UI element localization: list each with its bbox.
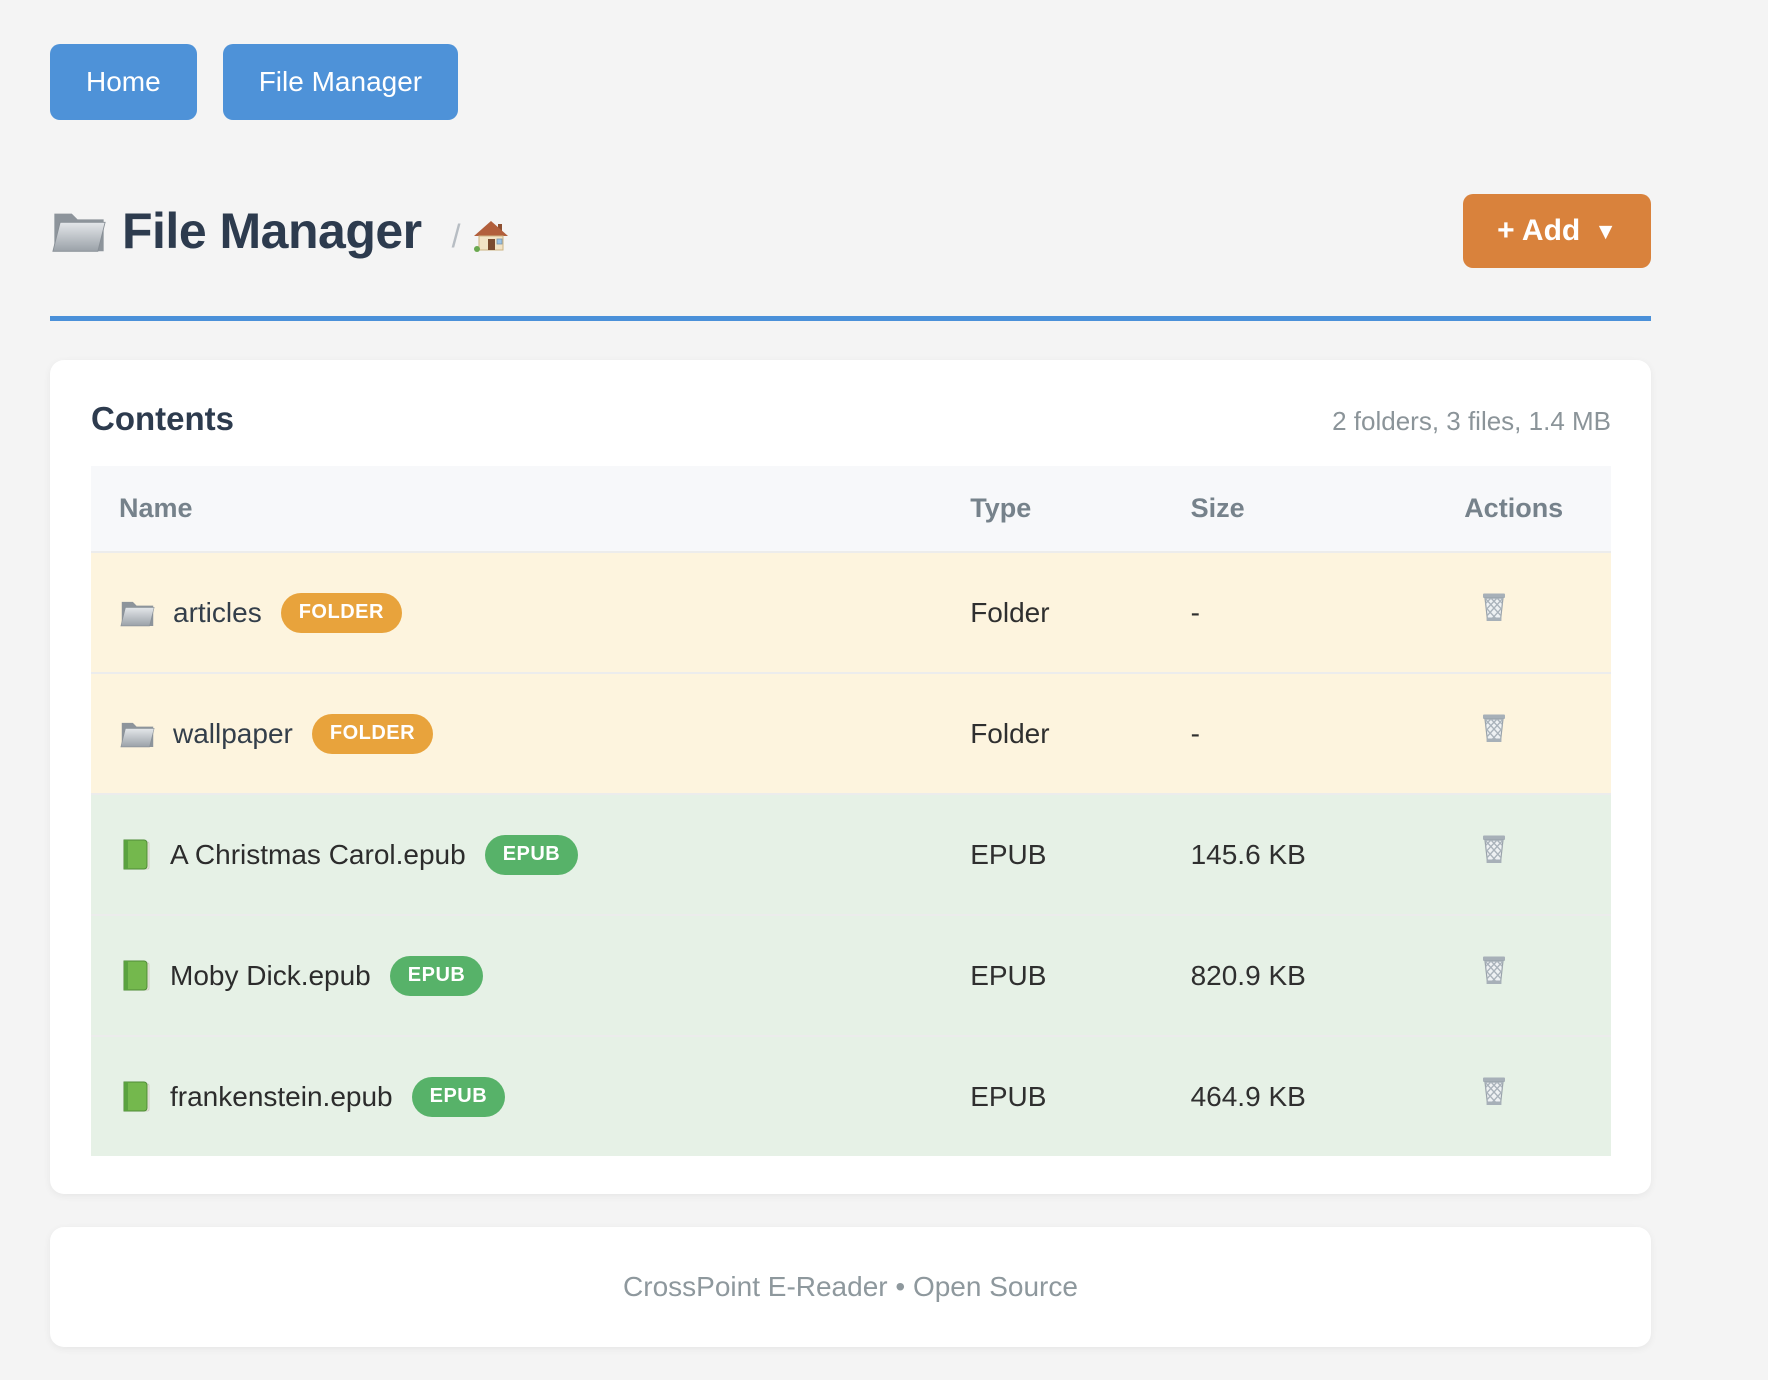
type-badge: EPUB <box>484 834 579 875</box>
trash-icon <box>1474 710 1514 750</box>
type-badge: FOLDER <box>280 592 402 633</box>
name-cell: wallpaper FOLDER <box>119 713 914 754</box>
size-cell: 464.9 KB <box>1190 1080 1306 1112</box>
trash-icon <box>1474 1073 1514 1113</box>
footer-text: CrossPoint E-Reader • Open Source <box>623 1271 1078 1302</box>
top-nav: Home File Manager <box>50 44 1651 120</box>
accent-divider <box>50 316 1651 321</box>
name-cell: articles FOLDER <box>119 592 914 633</box>
table-header-row: Name Type Size Actions <box>91 466 1611 552</box>
delete-button[interactable] <box>1474 1073 1514 1113</box>
type-badge: EPUB <box>389 955 484 996</box>
trash-icon <box>1474 952 1514 992</box>
column-header-actions: Actions <box>1436 466 1611 552</box>
size-cell: - <box>1190 596 1200 628</box>
delete-button[interactable] <box>1474 710 1514 750</box>
open-folder-icon <box>119 597 156 629</box>
column-header-size: Size <box>1162 466 1437 552</box>
file-name-link[interactable]: articles <box>173 596 262 628</box>
open-folder-icon <box>119 718 156 750</box>
name-cell: frankenstein.epub EPUB <box>119 1076 914 1117</box>
table-row: articles FOLDER Folder - <box>91 552 1611 673</box>
page-container: Home File Manager File Manager / <box>50 0 1651 1347</box>
type-cell: EPUB <box>970 838 1047 870</box>
green-book-icon <box>119 1079 153 1115</box>
nav-file-manager-button[interactable]: File Manager <box>222 44 459 120</box>
type-cell: EPUB <box>970 1080 1047 1112</box>
contents-summary: 2 folders, 3 files, 1.4 MB <box>1332 406 1611 436</box>
title-wrap: File Manager / <box>50 202 509 260</box>
green-book-icon <box>119 837 153 873</box>
file-name-link[interactable]: frankenstein.epub <box>170 1080 393 1112</box>
file-table: Name Type Size Actions <box>91 466 1611 1156</box>
table-row: frankenstein.epub EPUB EPUB 464.9 KB <box>91 1036 1611 1156</box>
contents-title: Contents <box>91 400 234 437</box>
delete-button[interactable] <box>1474 952 1514 992</box>
column-header-name: Name <box>91 466 943 552</box>
delete-button[interactable] <box>1474 831 1514 871</box>
name-cell: A Christmas Carol.epub EPUB <box>119 834 914 875</box>
type-cell: Folder <box>970 717 1050 749</box>
file-name-link[interactable]: wallpaper <box>173 717 293 749</box>
page-title: File Manager <box>122 203 422 259</box>
breadcrumb: / <box>452 218 509 255</box>
table-row: A Christmas Carol.epub EPUB EPUB 145.6 K… <box>91 794 1611 915</box>
trash-icon <box>1474 831 1514 871</box>
file-name-link[interactable]: Moby Dick.epub <box>170 959 371 991</box>
nav-home-button[interactable]: Home <box>50 44 197 120</box>
size-cell: - <box>1190 717 1200 749</box>
contents-card: Contents 2 folders, 3 files, 1.4 MB Name… <box>50 360 1651 1194</box>
caret-down-icon: ▼ <box>1594 217 1617 244</box>
page-header: File Manager / + Add ▼ <box>50 194 1651 268</box>
house-icon[interactable] <box>473 219 509 253</box>
type-cell: Folder <box>970 596 1050 628</box>
name-cell: Moby Dick.epub EPUB <box>119 955 914 996</box>
table-row: Moby Dick.epub EPUB EPUB 820.9 KB <box>91 915 1611 1036</box>
contents-card-header: Contents 2 folders, 3 files, 1.4 MB <box>91 400 1611 438</box>
breadcrumb-separator: / <box>451 217 461 254</box>
trash-icon <box>1474 589 1514 629</box>
add-button-label: + Add <box>1497 214 1581 247</box>
column-header-type: Type <box>942 466 1163 552</box>
delete-button[interactable] <box>1474 589 1514 629</box>
file-name-link[interactable]: A Christmas Carol.epub <box>170 838 466 870</box>
footer: CrossPoint E-Reader • Open Source <box>50 1227 1651 1347</box>
open-folder-icon <box>50 206 108 256</box>
green-book-icon <box>119 958 153 994</box>
add-button[interactable]: + Add ▼ <box>1463 194 1651 268</box>
table-row: wallpaper FOLDER Folder - <box>91 673 1611 794</box>
type-cell: EPUB <box>970 959 1047 991</box>
size-cell: 820.9 KB <box>1190 959 1306 991</box>
size-cell: 145.6 KB <box>1190 838 1306 870</box>
type-badge: FOLDER <box>311 713 434 754</box>
type-badge: EPUB <box>411 1076 506 1117</box>
